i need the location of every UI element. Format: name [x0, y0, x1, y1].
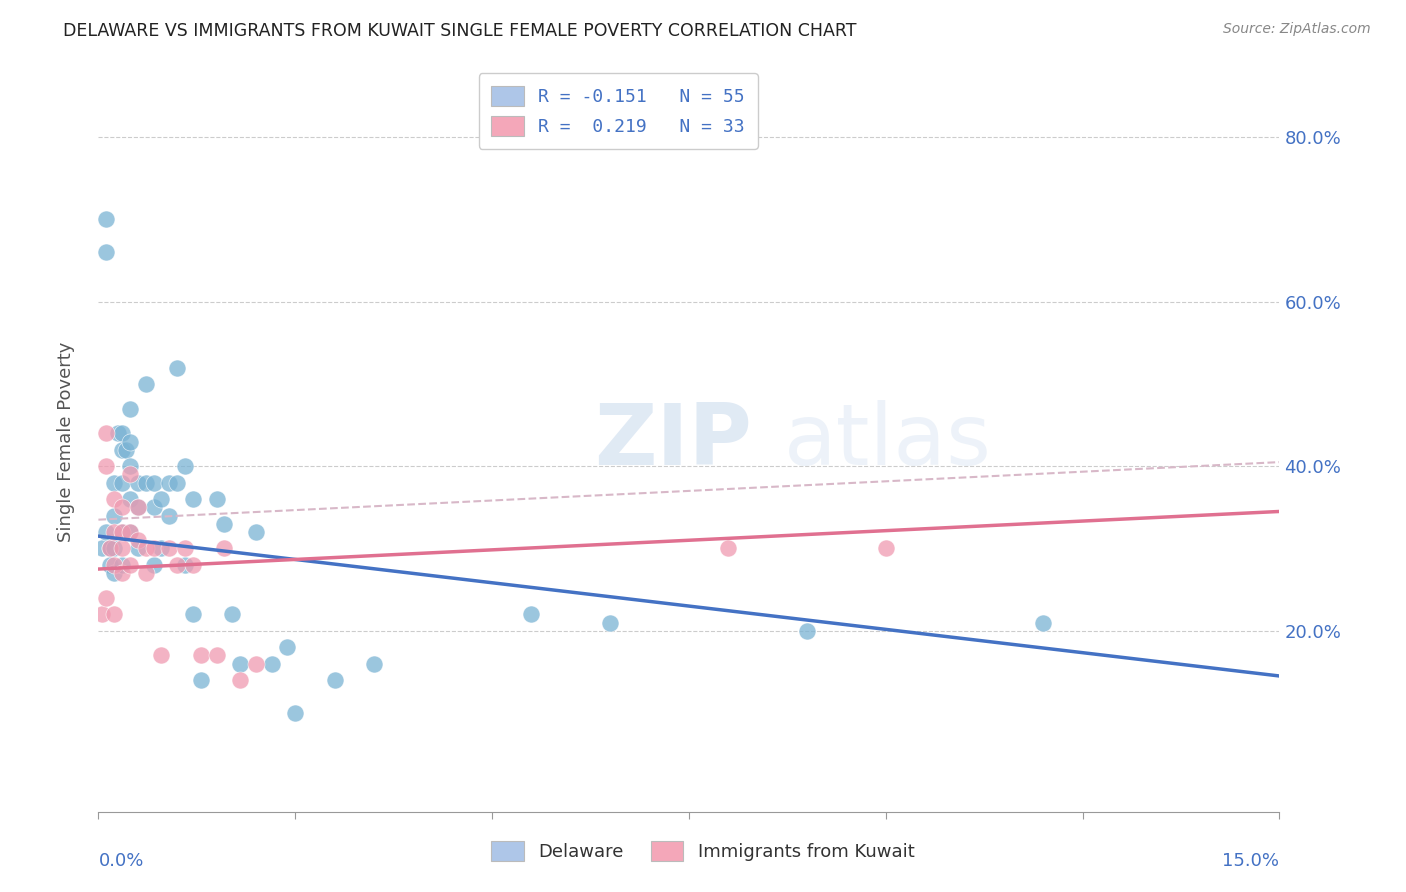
Point: [221, 607, 243, 622]
Point: [103, 558, 125, 572]
Point: [111, 475, 134, 490]
Point: [103, 508, 125, 523]
Point: [118, 492, 141, 507]
Point: [135, 541, 157, 556]
Point: [174, 459, 197, 474]
Point: [96, 426, 118, 441]
Point: [135, 566, 157, 581]
Point: [103, 492, 125, 507]
Point: [190, 648, 212, 663]
Point: [1032, 615, 1054, 630]
Point: [127, 533, 149, 548]
Point: [111, 500, 134, 515]
Y-axis label: Single Female Poverty: Single Female Poverty: [56, 342, 75, 541]
Point: [98, 558, 121, 572]
Text: atlas: atlas: [783, 400, 991, 483]
Point: [245, 524, 267, 539]
Point: [142, 500, 165, 515]
Point: [111, 524, 134, 539]
Point: [157, 508, 180, 523]
Point: [174, 558, 197, 572]
Point: [118, 524, 141, 539]
Point: [118, 558, 141, 572]
Point: [103, 607, 125, 622]
Point: [111, 524, 134, 539]
Point: [150, 541, 173, 556]
Point: [150, 492, 173, 507]
Point: [245, 657, 267, 671]
Point: [118, 467, 141, 482]
Point: [229, 673, 252, 687]
Text: 0.0%: 0.0%: [98, 853, 143, 871]
Point: [96, 524, 118, 539]
Point: [111, 558, 134, 572]
Text: DELAWARE VS IMMIGRANTS FROM KUWAIT SINGLE FEMALE POVERTY CORRELATION CHART: DELAWARE VS IMMIGRANTS FROM KUWAIT SINGL…: [63, 22, 856, 40]
Point: [190, 673, 212, 687]
Point: [127, 541, 149, 556]
Point: [111, 426, 134, 441]
Point: [520, 607, 543, 622]
Text: 15.0%: 15.0%: [1222, 853, 1279, 871]
Point: [875, 541, 897, 556]
Point: [166, 558, 188, 572]
Point: [150, 648, 173, 663]
Point: [174, 541, 197, 556]
Point: [103, 541, 125, 556]
Point: [118, 524, 141, 539]
Point: [96, 245, 118, 260]
Point: [205, 492, 228, 507]
Point: [157, 475, 180, 490]
Point: [103, 566, 125, 581]
Point: [260, 657, 283, 671]
Point: [205, 648, 228, 663]
Point: [118, 401, 141, 416]
Point: [323, 673, 346, 687]
Point: [599, 615, 621, 630]
Point: [127, 500, 149, 515]
Text: ZIP: ZIP: [595, 400, 752, 483]
Point: [142, 558, 165, 572]
Point: [229, 657, 252, 671]
Point: [103, 475, 125, 490]
Point: [103, 524, 125, 539]
Point: [166, 475, 188, 490]
Point: [98, 541, 121, 556]
Point: [96, 591, 118, 605]
Point: [157, 541, 180, 556]
Point: [135, 475, 157, 490]
Point: [127, 475, 149, 490]
Point: [111, 541, 134, 556]
Point: [96, 212, 118, 227]
Point: [96, 459, 118, 474]
Point: [111, 442, 134, 457]
Point: [142, 475, 165, 490]
Point: [107, 426, 129, 441]
Point: [181, 558, 204, 572]
Point: [118, 434, 141, 449]
Point: [127, 500, 149, 515]
Point: [98, 541, 121, 556]
Point: [284, 706, 307, 720]
Point: [181, 607, 204, 622]
Point: [166, 360, 188, 375]
Point: [363, 657, 385, 671]
Legend: Delaware, Immigrants from Kuwait: Delaware, Immigrants from Kuwait: [479, 828, 927, 874]
Point: [214, 541, 236, 556]
Text: Source: ZipAtlas.com: Source: ZipAtlas.com: [1223, 22, 1371, 37]
Point: [276, 640, 298, 655]
Point: [91, 541, 114, 556]
Point: [142, 541, 165, 556]
Point: [115, 442, 138, 457]
Point: [796, 624, 818, 638]
Point: [717, 541, 740, 556]
Point: [181, 492, 204, 507]
Legend: R = -0.151   N = 55, R =  0.219   N = 33: R = -0.151 N = 55, R = 0.219 N = 33: [478, 73, 758, 149]
Point: [118, 459, 141, 474]
Point: [214, 516, 236, 531]
Point: [135, 376, 157, 391]
Point: [111, 566, 134, 581]
Point: [91, 607, 114, 622]
